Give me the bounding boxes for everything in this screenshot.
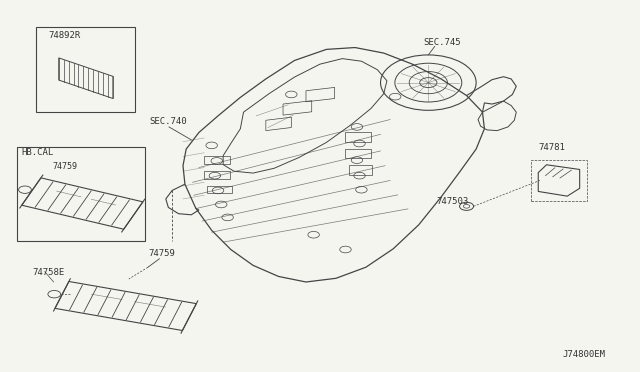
Text: 74759: 74759 (148, 249, 175, 258)
Text: SEC.740: SEC.740 (150, 117, 188, 126)
Bar (346, 149, 371, 158)
Bar (36, 27, 135, 112)
Text: SEC.745: SEC.745 (423, 38, 461, 47)
Bar (17, 147, 145, 241)
Text: HB.CAL: HB.CAL (22, 148, 54, 157)
Text: 74758E: 74758E (32, 267, 64, 277)
Text: 74781: 74781 (538, 143, 565, 152)
Bar (207, 186, 232, 193)
Bar (204, 157, 230, 164)
Bar (531, 160, 588, 201)
Bar (349, 164, 372, 175)
Text: 74892R: 74892R (48, 31, 80, 39)
Bar (346, 132, 371, 142)
Text: 747503: 747503 (436, 198, 469, 206)
Text: 74759: 74759 (52, 163, 77, 171)
Text: J74800EM: J74800EM (563, 350, 606, 359)
Bar (204, 171, 230, 179)
